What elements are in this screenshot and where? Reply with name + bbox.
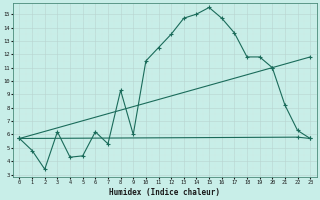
- X-axis label: Humidex (Indice chaleur): Humidex (Indice chaleur): [109, 188, 220, 197]
